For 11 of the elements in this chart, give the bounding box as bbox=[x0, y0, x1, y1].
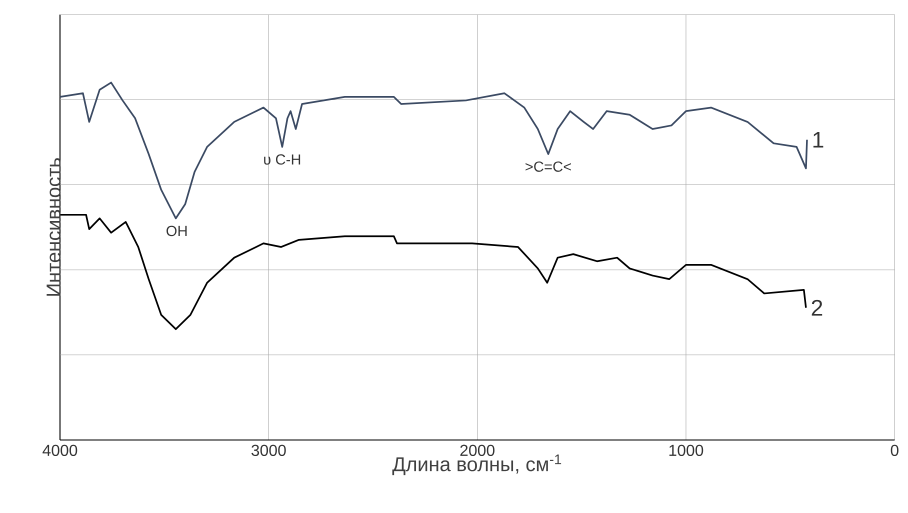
annotation: OH bbox=[166, 226, 187, 236]
y-axis-title: Интенсивность bbox=[46, 158, 61, 296]
annotation: υ C-H bbox=[264, 154, 300, 165]
x-tick-label: 3000 bbox=[251, 444, 286, 456]
x-tick-label: 2000 bbox=[460, 444, 494, 456]
x-tick-label: 4000 bbox=[42, 444, 78, 456]
series-label: 2 bbox=[812, 300, 822, 316]
x-tick-label: 0 bbox=[890, 444, 898, 456]
series-label: 1 bbox=[813, 132, 824, 148]
annotation: >C=C< bbox=[526, 161, 571, 172]
x-tick-label: 1000 bbox=[669, 444, 704, 456]
